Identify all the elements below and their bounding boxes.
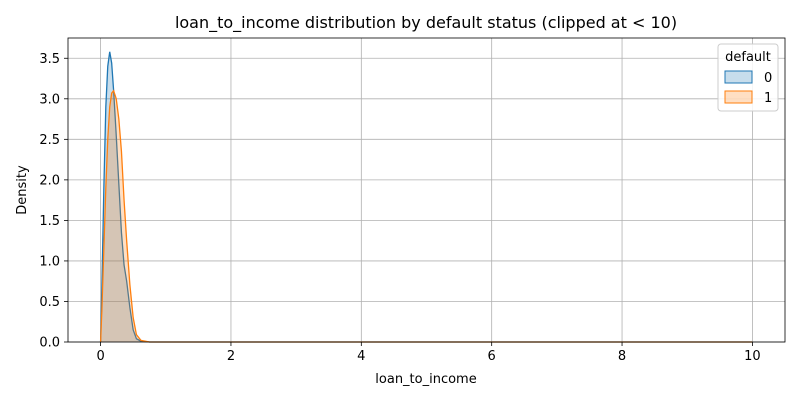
- plot-frame: [67, 37, 786, 343]
- legend: default 01: [717, 43, 779, 112]
- y-axis-ticks: 0.0 0.5 1.0 1.5 2.0 2.5 3.0 3.5: [39, 52, 68, 351]
- y-tick-label: 3.0: [39, 92, 60, 107]
- chart-title: loan_to_income distribution by default s…: [175, 13, 677, 33]
- x-tick-label: 8: [618, 349, 626, 364]
- x-axis-ticks: 0 2 4 6 8 10: [96, 342, 761, 364]
- x-tick-label: 10: [744, 349, 761, 364]
- y-axis-label: Density: [15, 165, 30, 215]
- y-tick-label: 3.5: [39, 52, 60, 67]
- x-tick-label: 6: [488, 349, 496, 364]
- x-tick-label: 4: [357, 349, 365, 364]
- legend-title: default: [725, 50, 771, 65]
- legend-label-1: 1: [764, 91, 772, 106]
- legend-label-0: 0: [764, 71, 772, 86]
- x-axis-label: loan_to_income: [375, 372, 476, 387]
- legend-swatch-0: [724, 70, 753, 84]
- y-tick-label: 0.0: [39, 336, 60, 351]
- y-tick-label: 2.5: [39, 133, 60, 148]
- x-tick-label: 2: [227, 349, 235, 364]
- y-tick-label: 0.5: [39, 295, 60, 310]
- y-tick-label: 1.0: [39, 254, 60, 269]
- y-tick-label: 1.5: [39, 214, 60, 229]
- y-tick-label: 2.0: [39, 173, 60, 188]
- legend-items: 01: [724, 70, 772, 106]
- legend-box: [717, 43, 779, 112]
- legend-swatch-1: [724, 90, 753, 104]
- x-tick-label: 0: [96, 349, 104, 364]
